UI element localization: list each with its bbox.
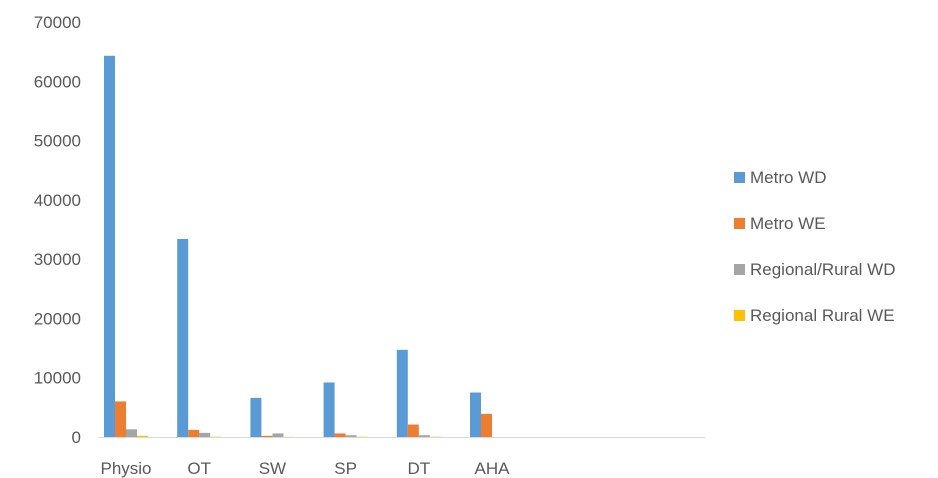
bar bbox=[334, 433, 346, 437]
bar bbox=[418, 435, 430, 437]
bar bbox=[323, 382, 335, 437]
y-tick-label: 60000 bbox=[34, 72, 81, 91]
y-tick-label: 40000 bbox=[34, 191, 81, 210]
y-tick-label: 20000 bbox=[34, 309, 81, 328]
bar bbox=[188, 429, 200, 437]
bar bbox=[272, 433, 284, 437]
legend-label: Metro WE bbox=[750, 213, 826, 233]
bar bbox=[261, 435, 273, 437]
bar bbox=[115, 401, 126, 437]
x-category-label: OT bbox=[187, 459, 211, 478]
legend-label: Regional/Rural WD bbox=[750, 259, 896, 279]
chart-legend: Metro WD Metro WE Regional/Rural WD Regiona… bbox=[734, 166, 938, 350]
y-tick-label: 30000 bbox=[34, 250, 81, 269]
legend-item: Metro WE bbox=[734, 212, 938, 235]
bar bbox=[396, 349, 408, 437]
legend-label: Regional Rural WE bbox=[750, 305, 895, 325]
legend-swatch bbox=[734, 310, 745, 321]
x-category-label: SW bbox=[259, 459, 286, 478]
legend-swatch bbox=[734, 218, 745, 229]
x-category-label: AHA bbox=[475, 459, 511, 478]
x-axis-category-labels: Physio OT SW SP DT AHA bbox=[100, 459, 510, 478]
legend-swatch bbox=[734, 264, 745, 275]
y-tick-label: 10000 bbox=[34, 369, 81, 388]
bar bbox=[481, 413, 492, 437]
bar bbox=[126, 429, 137, 437]
bars bbox=[104, 55, 492, 437]
bar bbox=[345, 435, 357, 437]
bar bbox=[407, 424, 419, 437]
legend-swatch bbox=[734, 172, 745, 183]
bar bbox=[104, 55, 115, 437]
bar bbox=[199, 432, 211, 437]
x-category-label: Physio bbox=[100, 459, 151, 478]
bar bbox=[177, 238, 189, 437]
x-category-label: DT bbox=[407, 459, 430, 478]
y-tick-label: 50000 bbox=[34, 132, 81, 151]
bar bbox=[250, 397, 262, 437]
y-tick-label: 70000 bbox=[34, 13, 81, 32]
legend-item: Regional Rural WE bbox=[734, 304, 938, 327]
bar bbox=[470, 392, 481, 437]
bar bbox=[137, 435, 148, 437]
x-category-label: SP bbox=[334, 459, 357, 478]
legend-label: Metro WD bbox=[750, 167, 827, 187]
y-axis-tick-labels: 0 10000 20000 30000 40000 50000 60000 70000 bbox=[34, 13, 81, 447]
legend-item: Metro WD bbox=[734, 166, 938, 189]
legend-item: Regional/Rural WD bbox=[734, 258, 938, 281]
y-tick-label: 0 bbox=[72, 428, 81, 447]
